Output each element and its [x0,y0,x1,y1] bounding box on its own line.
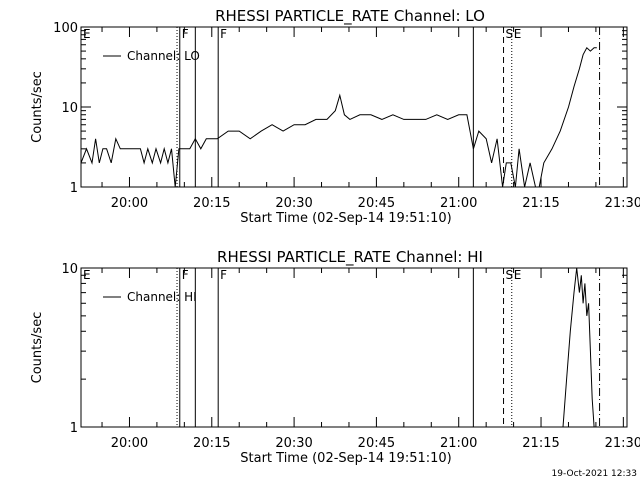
x-tick-label: 21:30 [605,196,640,211]
plot-frame [80,267,628,428]
x-axis-label: Start Time (02-Sep-14 19:51:10) [240,451,451,466]
y-tick-label: 1 [70,421,78,436]
event-marker-label: E [83,27,91,41]
event-marker-label: E [83,268,91,282]
x-tick-label: 20:30 [275,196,312,211]
y-tick-label: 100 [53,21,78,36]
x-tick-label: 21:15 [522,196,559,211]
y-tick-label: 10 [61,262,78,277]
x-tick-label: 20:30 [275,436,312,451]
x-tick-label: 20:15 [193,436,230,451]
event-marker-label: E [514,268,522,282]
x-tick-label: 21:15 [522,436,559,451]
event-marker-label: E [514,27,522,41]
event-marker-label: F [182,268,189,282]
x-tick-label: 21:30 [605,436,640,451]
x-tick-label: 21:00 [440,196,477,211]
x-tick-label: 20:45 [358,436,395,451]
series-line-channel-lo [80,46,597,188]
x-tick-label: 21:00 [440,436,477,451]
chart-title: RHESSI PARTICLE_RATE Channel: LO [215,7,485,26]
event-marker-label: S [506,268,514,282]
series-line-channel-hi [562,267,596,428]
event-marker-label: F [220,268,227,282]
timestamp: 19-Oct-2021 12:33 [552,469,637,479]
event-marker-label: F [182,27,189,41]
y-tick-label: 1 [70,181,78,196]
event-marker-label: F [220,27,227,41]
y-axis-label: Counts/sec [30,71,45,143]
x-tick-label: 20:00 [111,436,148,451]
x-axis-label: Start Time (02-Sep-14 19:51:10) [240,211,451,226]
chart-title: RHESSI PARTICLE_RATE Channel: HI [217,248,483,267]
legend-label: Channel: HI [127,290,197,304]
x-tick-label: 20:00 [111,196,148,211]
y-tick-label: 10 [61,101,78,116]
event-marker-label: S [506,27,514,41]
y-axis-label: Counts/sec [30,312,45,384]
x-tick-label: 20:45 [358,196,395,211]
legend-label: Channel: LO [127,49,200,63]
x-tick-label: 20:15 [193,196,230,211]
